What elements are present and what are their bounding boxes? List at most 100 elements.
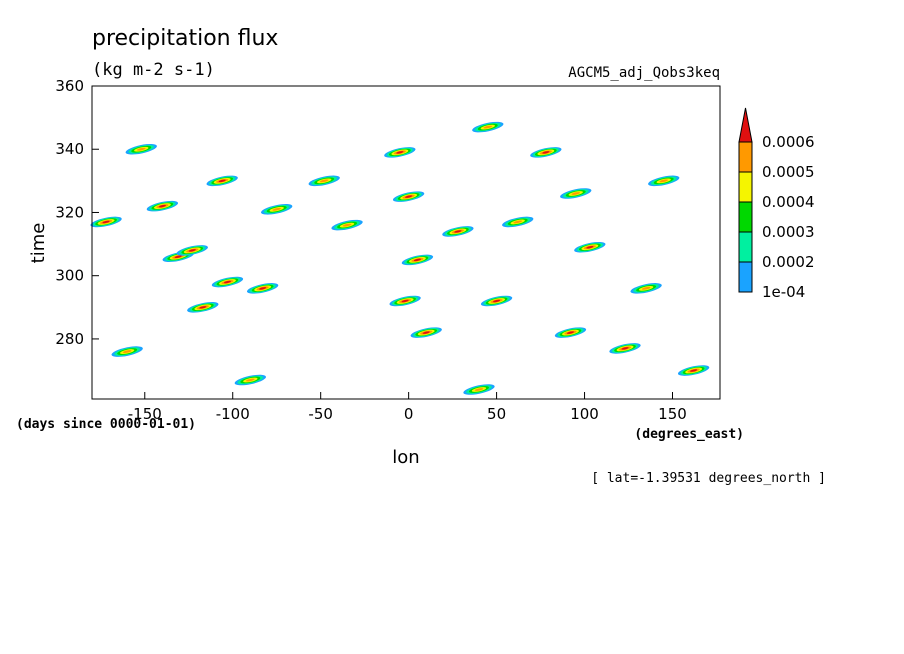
precip-cell [125, 143, 157, 155]
precip-cell-level [474, 388, 484, 391]
precip-cell [331, 219, 363, 231]
precip-cell [560, 188, 592, 199]
precip-cell-level [413, 258, 422, 262]
precip-cell [554, 327, 587, 338]
precip-cell [442, 226, 474, 237]
precip-cell [261, 204, 293, 215]
y-tick-label: 280 [55, 330, 84, 348]
precip-cell-level [188, 249, 196, 252]
chart-units: (kg m-2 s-1) [92, 60, 215, 80]
precip-cell [401, 254, 434, 266]
colorbar-segment [738, 261, 753, 293]
precip-cell [480, 295, 513, 307]
precip-cell-level [405, 195, 413, 198]
precip-cell [246, 283, 279, 294]
colorbar-segment [738, 141, 753, 173]
precip-cell [574, 241, 606, 253]
x-tick-label: -100 [216, 405, 250, 423]
precip-cell [392, 191, 425, 202]
colorbar-arrow [738, 107, 753, 143]
colorbar-label: 0.0005 [762, 163, 815, 181]
precip-cell-level [401, 299, 409, 303]
precip-cell [648, 175, 680, 187]
plot-cells [90, 121, 710, 395]
precip-cell [530, 147, 562, 158]
precip-cell [234, 374, 266, 386]
y-axis-label: time [28, 223, 49, 264]
precip-cell [677, 365, 710, 376]
precip-cell-level [319, 179, 329, 183]
precip-cell-level [689, 369, 698, 372]
precip-cell-level [259, 287, 267, 290]
y-tick-label: 300 [55, 267, 84, 285]
precip-cell-level [566, 331, 575, 334]
precip-cell-level [483, 125, 493, 129]
precip-cell-level [199, 306, 207, 309]
precip-cell-level [659, 179, 669, 183]
x-tick-label: -150 [128, 405, 162, 423]
colorbar-segment [738, 201, 753, 233]
x-axis-label: lon [392, 447, 419, 468]
colorbar-label: 1e-04 [762, 283, 805, 301]
plot-frame [91, 85, 721, 400]
precip-cell-level [571, 192, 581, 195]
precip-cell [211, 276, 244, 288]
precip-cell-level [454, 230, 462, 233]
colorbar-segment [738, 231, 753, 263]
precip-cell [384, 147, 416, 158]
precip-cell-level [158, 204, 166, 208]
precip-cell [609, 343, 641, 354]
precip-cell-level [272, 207, 282, 211]
precip-cell [502, 216, 534, 228]
precip-cell-level [223, 280, 232, 284]
latitude-footnote: [ lat=-1.39531 degrees_north ] [591, 471, 826, 486]
precip-cell [187, 302, 219, 313]
precip-cell [463, 384, 495, 395]
y-axis: 280 300 320 340 360 [55, 77, 99, 348]
precip-cell [206, 175, 238, 187]
colorbar-legend: 1e-04 0.0002 0.0003 0.0004 0.0005 0.0006 [738, 107, 815, 301]
dataset-label: AGCM5_adj_Qobs3keq [568, 65, 720, 81]
colorbar-label: 0.0006 [762, 133, 815, 151]
precip-cell-level [513, 220, 523, 224]
precip-cell [410, 327, 442, 338]
chart-title: precipitation flux [92, 26, 278, 51]
x-units-label: (degrees_east) [634, 427, 744, 442]
precip-cell [90, 216, 122, 228]
precip-cell [389, 295, 421, 307]
precip-cell [630, 283, 662, 294]
x-tick-label: 0 [404, 405, 414, 423]
precip-cell-level [542, 151, 550, 154]
precip-cell [176, 245, 208, 256]
precip-cell-level [492, 299, 501, 303]
precip-cell [111, 346, 143, 357]
precip-cell-level [122, 350, 132, 353]
x-tick-label: 50 [487, 405, 506, 423]
precip-cell-level [586, 245, 594, 249]
x-tick-label: 150 [658, 405, 687, 423]
y-tick-label: 320 [55, 203, 84, 221]
precip-cell-level [396, 151, 404, 154]
x-tick-label: -50 [308, 405, 333, 423]
colorbar-segment [738, 171, 753, 203]
x-tick-label: 100 [570, 405, 599, 423]
colorbar-label: 0.0003 [762, 223, 815, 241]
precip-cell [472, 121, 504, 133]
y-tick-label: 340 [55, 140, 84, 158]
colorbar-label: 0.0004 [762, 193, 815, 211]
precip-cell-level [136, 147, 146, 151]
x-axis: -150 -100 -50 0 50 100 150 [128, 392, 687, 423]
precip-cell-level [246, 378, 255, 382]
precip-cell [308, 175, 340, 187]
colorbar-label: 0.0002 [762, 253, 815, 271]
precip-cell-level [218, 179, 226, 183]
precip-cell [146, 200, 179, 212]
y-units-label: (days since 0000-01-01) [16, 417, 196, 432]
y-tick-label: 360 [55, 77, 84, 95]
precip-cell-level [102, 220, 110, 224]
precip-cell-level [342, 223, 352, 227]
precip-cell-level [174, 255, 182, 258]
precip-cell-level [641, 286, 651, 290]
precip-cell-level [422, 331, 430, 334]
